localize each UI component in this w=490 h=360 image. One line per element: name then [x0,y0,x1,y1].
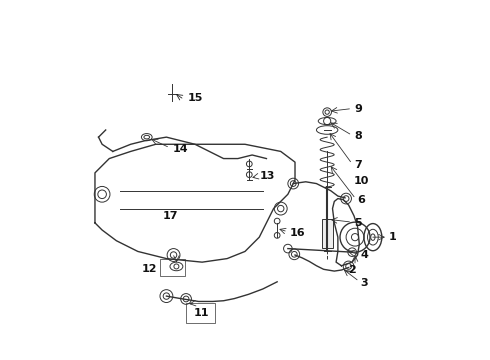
Bar [186,303,215,323]
Text: 10: 10 [354,176,369,186]
Text: 6: 6 [358,195,366,204]
Text: 7: 7 [354,160,362,170]
Text: 14: 14 [172,144,188,154]
Bar [160,258,185,276]
Text: 16: 16 [290,228,305,238]
Text: 1: 1 [389,232,397,242]
Text: 15: 15 [188,93,203,103]
Text: 11: 11 [194,308,209,318]
Bar [322,219,333,248]
Text: 8: 8 [354,131,362,141]
Text: 17: 17 [162,211,178,221]
Text: 3: 3 [360,278,368,288]
Text: 12: 12 [142,264,157,274]
Text: 5: 5 [354,218,362,228]
Text: 2: 2 [348,265,356,275]
Text: 13: 13 [259,171,275,181]
Text: 4: 4 [360,250,368,260]
Text: 9: 9 [354,104,362,114]
